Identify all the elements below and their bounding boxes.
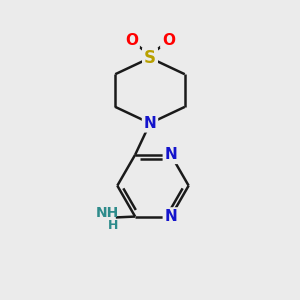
Text: N: N	[164, 147, 177, 162]
Text: N: N	[164, 209, 177, 224]
Text: NH: NH	[95, 206, 119, 220]
Text: N: N	[144, 116, 156, 131]
Text: S: S	[144, 49, 156, 67]
Text: O: O	[162, 32, 175, 47]
Text: H: H	[108, 219, 118, 232]
Text: O: O	[125, 32, 138, 47]
